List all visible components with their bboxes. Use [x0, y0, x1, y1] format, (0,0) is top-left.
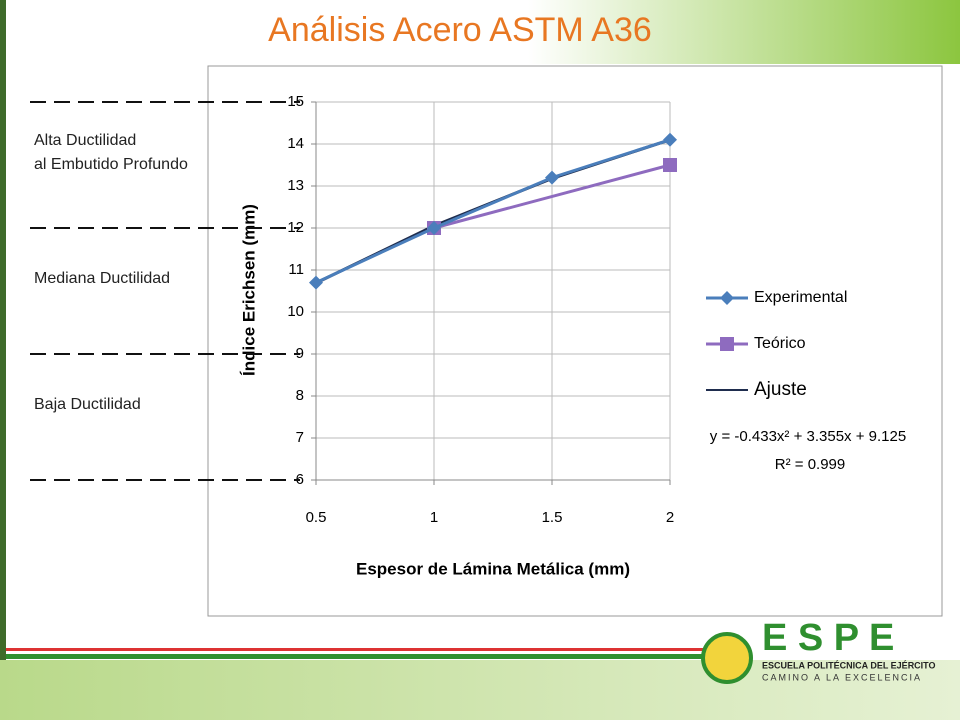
legend-label: Ajuste: [754, 379, 807, 400]
x-tick-label: 1.5: [542, 509, 563, 526]
marker: [663, 158, 677, 172]
marker: [720, 291, 734, 305]
marker: [545, 170, 559, 185]
marker: [427, 221, 441, 235]
zone-label: Alta Ductilidad: [34, 132, 136, 149]
bottom-band: [0, 660, 960, 720]
y-tick-label: 8: [296, 387, 304, 404]
series-line: [315, 138, 671, 284]
title-band: [0, 0, 960, 64]
logo-emblem: [701, 632, 753, 684]
x-axis-title: Espesor de Lámina Metálica (mm): [356, 559, 630, 578]
x-tick-label: 1: [430, 509, 438, 526]
y-tick-label: 13: [287, 177, 304, 194]
marker: [663, 132, 677, 147]
y-tick-label: 14: [287, 135, 304, 152]
annotation: y = -0.433x² + 3.355x + 9.125: [710, 428, 906, 445]
y-tick-label: 11: [288, 261, 304, 278]
x-tick-label: 0.5: [306, 509, 327, 526]
zone-label: Mediana Ductilidad: [34, 270, 170, 287]
y-tick-label: 7: [296, 429, 304, 446]
zone-label: Baja Ductilidad: [34, 396, 141, 413]
marker: [309, 275, 323, 290]
annotation: R² = 0.999: [775, 456, 845, 473]
y-axis-title: Índice Erichsen (mm): [239, 204, 258, 376]
series-line: [433, 163, 671, 230]
left-edge: [0, 0, 6, 720]
legend-label: Teórico: [754, 335, 806, 352]
marker: [720, 337, 734, 351]
stripe-red: [6, 648, 706, 651]
legend-label: Experimental: [754, 289, 847, 306]
motto: CAMINO A LA EXCELENCIA: [762, 672, 922, 682]
chart-frame: [207, 65, 943, 617]
x-tick-label: 2: [666, 509, 674, 526]
school: ESCUELA POLITÉCNICA DEL EJÉRCITO: [762, 660, 936, 670]
brand: E S P E: [762, 617, 894, 659]
zone-label: al Embutido Profundo: [34, 156, 188, 173]
y-tick-label: 10: [287, 303, 304, 320]
slide-title: Análisis Acero ASTM A36: [268, 11, 652, 49]
stripe-green: [6, 654, 706, 659]
